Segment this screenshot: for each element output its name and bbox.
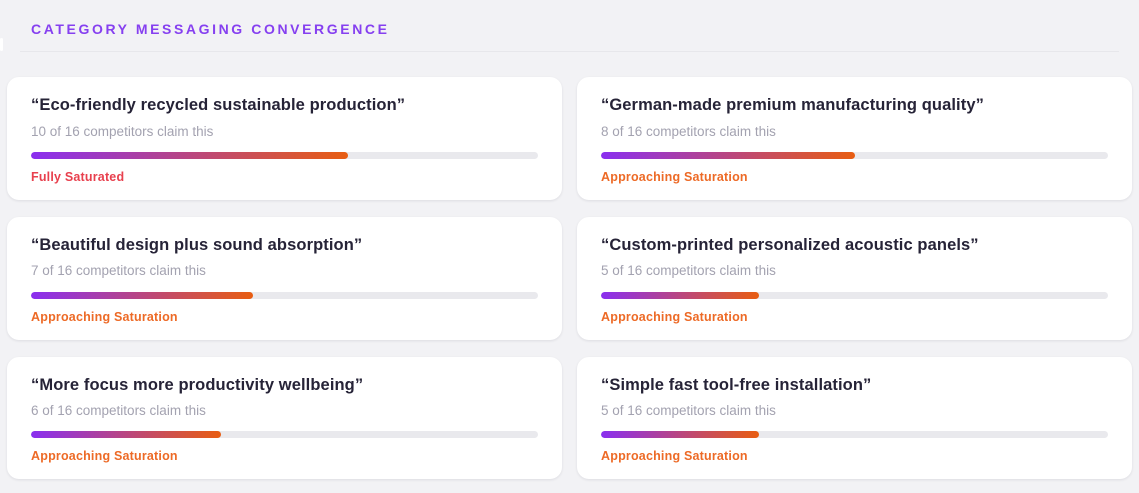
saturation-progress-track [601,291,1108,299]
saturation-status-label: Approaching Saturation [31,449,178,464]
card-claims-text: 8 of 16 competitors claim this [601,123,776,139]
saturation-status-label: Fully Saturated [31,169,125,184]
saturation-status-label: Approaching Saturation [601,169,748,184]
saturation-progress-fill [31,291,253,299]
card-claims-text: 6 of 16 competitors claim this [31,403,206,419]
saturation-status-label: Approaching Saturation [601,449,748,464]
saturation-progress-fill [31,151,348,159]
saturation-progress-track [31,151,538,159]
section-header: CATEGORY MESSAGING CONVERGENCE [0,0,1139,51]
header-divider [20,51,1119,52]
page-title: CATEGORY MESSAGING CONVERGENCE [31,21,390,37]
saturation-progress-fill [601,431,760,439]
saturation-progress-track [601,431,1108,439]
convergence-card: “Eco-friendly recycled sustainable produ… [7,77,562,200]
saturation-status-label: Approaching Saturation [601,309,748,324]
convergence-card: “Custom-printed personalized acoustic pa… [577,216,1132,340]
card-claims-text: 10 of 16 competitors claim this [31,123,214,139]
card-quote-title: “Simple fast tool-free installation” [601,375,872,394]
left-scrollbar-thumb[interactable] [0,38,3,51]
saturation-status-label: Approaching Saturation [31,309,178,324]
convergence-cards-grid: “Eco-friendly recycled sustainable produ… [0,52,1139,480]
card-claims-text: 5 of 16 competitors claim this [601,263,776,279]
convergence-card: “More focus more productivity wellbeing”… [7,356,562,480]
card-quote-title: “Eco-friendly recycled sustainable produ… [31,96,406,114]
convergence-card: “Simple fast tool-free installation” 5 o… [577,356,1132,480]
card-quote-title: “German-made premium manufacturing quali… [601,96,984,114]
card-claims-text: 7 of 16 competitors claim this [31,263,206,279]
saturation-progress-track [601,151,1108,159]
saturation-progress-fill [31,431,222,439]
card-quote-title: “Custom-printed personalized acoustic pa… [601,235,979,254]
card-quote-title: “Beautiful design plus sound absorption” [31,235,363,254]
saturation-progress-track [31,431,538,439]
saturation-progress-fill [601,291,760,299]
saturation-progress-track [31,291,538,299]
saturation-progress-fill [601,151,855,159]
card-quote-title: “More focus more productivity wellbeing” [31,375,364,394]
convergence-card: “German-made premium manufacturing quali… [577,77,1132,200]
card-claims-text: 5 of 16 competitors claim this [601,403,776,419]
convergence-card: “Beautiful design plus sound absorption”… [7,216,562,340]
